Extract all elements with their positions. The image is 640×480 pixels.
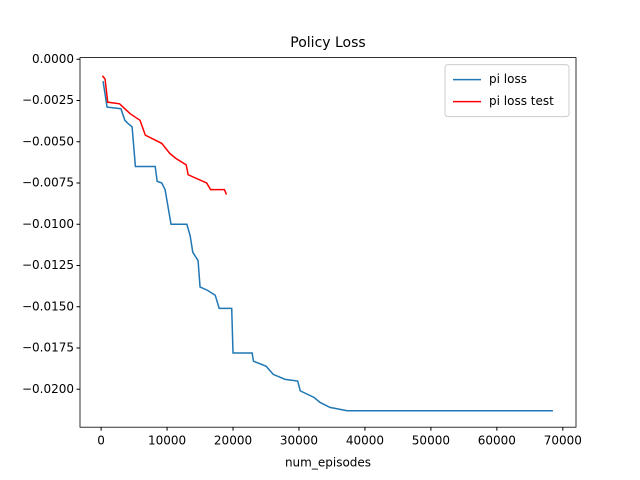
y-tick-label: −0.0175 (22, 341, 74, 355)
y-tick-label: −0.0075 (22, 176, 74, 190)
y-tick-label: −0.0125 (22, 258, 74, 272)
x-axis-label: num_episodes (285, 456, 371, 470)
x-tick-label: 50000 (412, 434, 450, 448)
chart-title: Policy Loss (290, 35, 365, 51)
series-line (101, 75, 228, 195)
x-tick-label: 40000 (346, 434, 384, 448)
x-tick-label: 30000 (280, 434, 318, 448)
axes-frame (79, 57, 577, 428)
x-tick-label: 0 (97, 434, 105, 448)
series-line (102, 81, 553, 412)
x-tick-label: 10000 (148, 434, 186, 448)
y-tick-label: −0.0200 (22, 382, 74, 396)
legend-label: pi loss (489, 72, 527, 86)
y-tick-label: −0.0100 (22, 217, 74, 231)
x-tick-label: 60000 (478, 434, 516, 448)
y-tick-label: −0.0050 (22, 134, 74, 148)
legend-box (444, 64, 570, 118)
y-tick-label: 0.0000 (32, 52, 74, 66)
legend-label: pi loss test (489, 94, 554, 108)
x-tick-label: 70000 (544, 434, 582, 448)
y-tick-label: −0.0025 (22, 93, 74, 107)
x-tick-label: 20000 (214, 434, 252, 448)
y-tick-label: −0.0150 (22, 299, 74, 313)
